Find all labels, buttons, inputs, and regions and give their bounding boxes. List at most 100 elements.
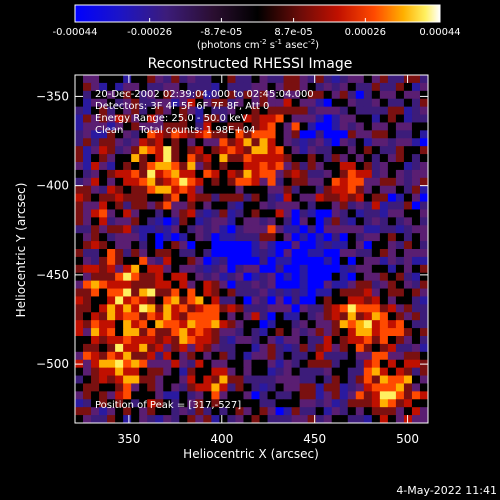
heatmap-cell [115,296,124,305]
heatmap-cell [227,343,236,353]
heatmap-cell [75,280,84,289]
heatmap-cell [179,256,188,266]
heatmap-cell [211,98,220,108]
heatmap-cell [123,399,132,408]
heatmap-cell [195,106,204,115]
heatmap-cell [203,225,212,234]
heatmap-cell [147,351,156,361]
heatmap-cell [419,383,429,392]
heatmap-cell [299,233,309,242]
heatmap-cell [403,162,413,171]
heatmap-cell [275,296,284,305]
heatmap-cell [227,233,236,242]
heatmap-cell [235,138,244,147]
heatmap-cell [187,336,196,345]
colorbar-tick-label: -0.00026 [127,27,172,38]
heatmap-cell [203,256,212,266]
heatmap-cell [395,154,405,163]
heatmap-cell [395,185,405,195]
heatmap-cell [171,312,180,321]
heatmap-cell [227,288,236,297]
heatmap-cell [291,272,301,282]
heatmap-cell [147,328,156,337]
heatmap-cell [411,312,421,321]
heatmap-cell [387,114,397,123]
heatmap-cell [259,351,268,361]
heatmap-cell [371,90,381,100]
heatmap-cell [91,193,100,202]
heatmap-cell [371,169,381,179]
heatmap-cell [115,130,124,139]
heatmap-cell [115,162,124,171]
heatmap-cell [187,201,196,210]
heatmap-cell [347,383,357,392]
heatmap-cell [123,75,132,84]
heatmap-cell [307,185,317,195]
heatmap-cell [147,193,156,202]
heatmap-cell [179,114,188,123]
heatmap-cell [219,233,228,242]
heatmap-cell [291,328,301,337]
heatmap-cell [219,375,228,384]
heatmap-cell [251,185,260,195]
heatmap-cell [123,367,132,376]
heatmap-cell [379,98,389,108]
x-tick-label: 450 [303,432,326,446]
heatmap-cell [283,177,293,187]
heatmap-cell [323,328,333,337]
heatmap-cell [203,201,212,210]
heatmap-cell [99,146,108,155]
heatmap-cell [147,304,156,313]
heatmap-cell [411,162,421,171]
heatmap-cell [331,272,341,282]
heatmap-cell [291,130,301,139]
heatmap-cell [91,138,100,147]
heatmap-cell [107,296,116,305]
heatmap-cell [387,343,397,353]
heatmap-cell [259,256,268,266]
heatmap-cell [355,415,365,424]
heatmap-cell [355,130,365,139]
heatmap-cell [83,75,92,84]
heatmap-cell [171,399,180,408]
heatmap-cell [259,185,268,195]
heatmap-cell [179,98,188,108]
heatmap-cell [371,359,381,369]
heatmap-cell [259,209,268,218]
heatmap-cell [115,375,124,384]
heatmap-cell [323,367,333,376]
heatmap-cell [147,177,156,187]
heatmap-cell [291,320,301,329]
heatmap-cell [395,233,405,242]
heatmap-cell [251,280,260,289]
heatmap-cell [219,193,228,202]
heatmap-cell [259,90,268,100]
heatmap-cell [331,217,341,226]
heatmap-cell [379,264,389,274]
heatmap-cell [99,138,108,147]
heatmap-cell [147,217,156,226]
heatmap-cell [243,272,252,282]
heatmap-cell [75,98,84,108]
heatmap-cell [219,249,228,258]
heatmap-cell [395,280,405,289]
heatmap-cell [307,264,317,274]
heatmap-cell [267,336,276,345]
heatmap-cell [387,375,397,384]
heatmap-cell [107,75,116,84]
heatmap-cell [363,185,373,195]
heatmap-cell [115,383,124,392]
heatmap-cell [155,249,164,258]
heatmap-cell [387,75,397,84]
heatmap-cell [179,169,188,179]
heatmap-cell [91,217,100,226]
heatmap-cell [163,177,172,187]
heatmap-cell [387,233,397,242]
heatmap-cell [179,201,188,210]
heatmap-cell [371,272,381,282]
heatmap-cell [75,256,84,266]
heatmap-cell [291,343,301,353]
heatmap-cell [379,304,389,313]
heatmap-cell [83,169,92,179]
heatmap-cell [219,209,228,218]
